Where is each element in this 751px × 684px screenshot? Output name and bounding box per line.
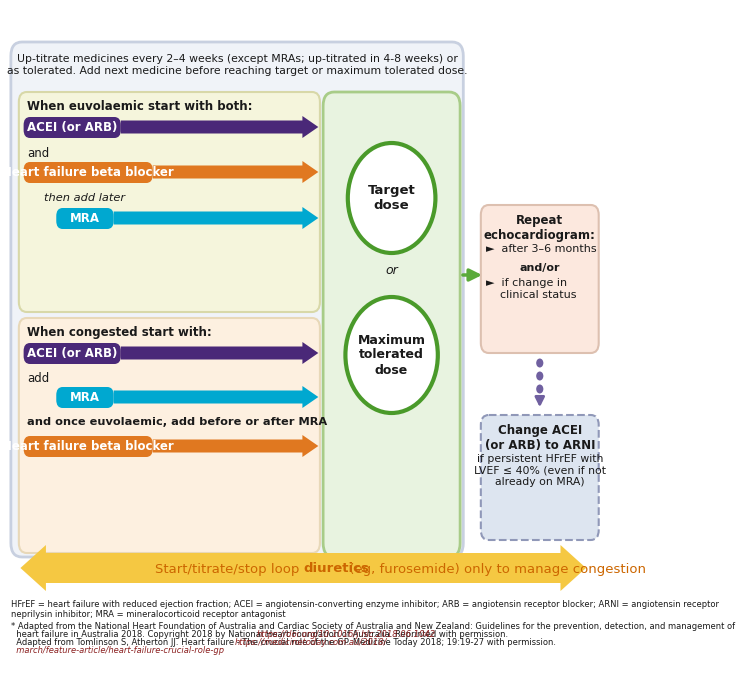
Text: Heart failure beta blocker: Heart failure beta blocker bbox=[2, 166, 174, 179]
FancyArrow shape bbox=[113, 386, 318, 408]
FancyBboxPatch shape bbox=[481, 205, 599, 353]
FancyBboxPatch shape bbox=[23, 117, 121, 138]
Circle shape bbox=[345, 297, 438, 413]
Circle shape bbox=[536, 358, 544, 367]
FancyArrow shape bbox=[152, 161, 318, 183]
Text: Change ACEI
(or ARB) to ARNI: Change ACEI (or ARB) to ARNI bbox=[484, 424, 595, 452]
FancyBboxPatch shape bbox=[481, 415, 599, 540]
FancyArrow shape bbox=[152, 435, 318, 457]
Text: heart failure in Australia 2018. Copyright 2018 by National Heart Foundation of : heart failure in Australia 2018. Copyrig… bbox=[11, 630, 511, 639]
Text: ACEI (or ARB): ACEI (or ARB) bbox=[27, 121, 117, 134]
Text: and/or: and/or bbox=[520, 263, 560, 273]
Text: When congested start with:: When congested start with: bbox=[27, 326, 212, 339]
Text: https://medicinetoday.com.au/2018/: https://medicinetoday.com.au/2018/ bbox=[235, 638, 388, 647]
Text: Heart failure beta blocker: Heart failure beta blocker bbox=[2, 440, 174, 453]
Text: ►  if change in
    clinical status: ► if change in clinical status bbox=[486, 278, 576, 300]
Text: Repeat
echocardiogram:: Repeat echocardiogram: bbox=[484, 214, 596, 242]
FancyBboxPatch shape bbox=[323, 92, 460, 557]
Text: if persistent HFrEF with
LVEF ≤ 40% (even if not
already on MRA): if persistent HFrEF with LVEF ≤ 40% (eve… bbox=[474, 454, 606, 487]
FancyBboxPatch shape bbox=[19, 318, 320, 553]
Text: diuretics: diuretics bbox=[303, 562, 369, 575]
FancyArrow shape bbox=[121, 342, 318, 364]
Text: (eg, furosemide) only to manage congestion: (eg, furosemide) only to manage congesti… bbox=[345, 562, 646, 575]
Text: Maximum
tolerated
dose: Maximum tolerated dose bbox=[357, 334, 426, 376]
Text: then add later: then add later bbox=[44, 193, 125, 203]
Text: and: and bbox=[27, 147, 49, 160]
FancyBboxPatch shape bbox=[23, 162, 152, 183]
Text: HFrEF = heart failure with reduced ejection fraction; ACEI = angiotensin-convert: HFrEF = heart failure with reduced eject… bbox=[11, 600, 719, 620]
Text: * Adapted from the National Heart Foundation of Australia and Cardiac Society of: * Adapted from the National Heart Founda… bbox=[11, 622, 735, 631]
Text: Up-titrate medicines every 2–4 weeks (except MRAs; up-titrated in 4-8 weeks) or
: Up-titrate medicines every 2–4 weeks (ex… bbox=[7, 54, 467, 76]
Circle shape bbox=[536, 371, 544, 380]
Text: Adapted from Tomlinson S, Atherton JJ. Heart failure - The crucial role of the G: Adapted from Tomlinson S, Atherton JJ. H… bbox=[11, 638, 559, 647]
Text: Start/titrate/stop loop: Start/titrate/stop loop bbox=[155, 562, 303, 575]
Text: When euvolaemic start with both:: When euvolaemic start with both: bbox=[27, 100, 252, 113]
Text: ►  after 3–6 months: ► after 3–6 months bbox=[486, 244, 596, 254]
Text: and once euvolaemic, add before or after MRA: and once euvolaemic, add before or after… bbox=[27, 417, 327, 427]
Text: march/feature-article/heart-failure-crucial-role-gp: march/feature-article/heart-failure-cruc… bbox=[11, 646, 224, 655]
FancyBboxPatch shape bbox=[56, 208, 113, 229]
FancyArrow shape bbox=[121, 116, 318, 138]
FancyBboxPatch shape bbox=[11, 42, 463, 557]
Text: add: add bbox=[27, 372, 49, 385]
Text: ACEI (or ARB): ACEI (or ARB) bbox=[27, 347, 117, 360]
Polygon shape bbox=[20, 545, 586, 591]
Text: https://doi.org/10.1016/j.hlc.2018.06.1042: https://doi.org/10.1016/j.hlc.2018.06.10… bbox=[257, 630, 436, 639]
Text: MRA: MRA bbox=[70, 212, 100, 225]
Circle shape bbox=[348, 143, 436, 253]
Text: Target
dose: Target dose bbox=[368, 184, 415, 212]
FancyBboxPatch shape bbox=[23, 343, 121, 364]
Text: or: or bbox=[385, 263, 398, 276]
FancyBboxPatch shape bbox=[23, 436, 152, 457]
FancyBboxPatch shape bbox=[56, 387, 113, 408]
Circle shape bbox=[536, 384, 544, 393]
Text: MRA: MRA bbox=[70, 391, 100, 404]
FancyBboxPatch shape bbox=[19, 92, 320, 312]
FancyArrow shape bbox=[113, 207, 318, 229]
